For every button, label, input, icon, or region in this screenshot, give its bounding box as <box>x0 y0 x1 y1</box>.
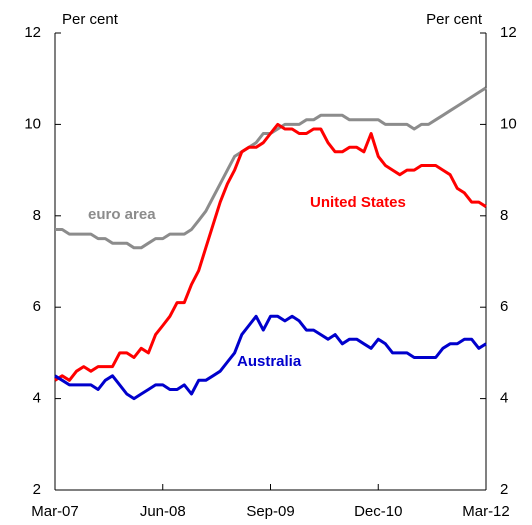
y-axis-label: Per cent <box>62 11 119 28</box>
series-line <box>54 122 487 382</box>
y-tick-label: 8 <box>33 207 41 224</box>
y2-tick-label: 2 <box>500 481 508 498</box>
x-tick-label: Dec-10 <box>354 503 402 520</box>
y-tick-label: 6 <box>33 298 41 315</box>
y2-tick-label: 10 <box>500 115 517 132</box>
y2-tick-label: 4 <box>500 390 508 407</box>
series-line <box>55 86 487 250</box>
y2-tick-label: 12 <box>500 24 517 41</box>
series-label: United States <box>310 194 406 211</box>
y2-tick-label: 8 <box>500 207 508 224</box>
y-tick-label: 4 <box>33 390 41 407</box>
x-tick-label: Mar-12 <box>462 503 510 520</box>
y2-tick-label: 6 <box>500 298 508 315</box>
series-label: euro area <box>88 206 156 223</box>
y-tick-label: 12 <box>24 24 41 41</box>
y2-axis-label: Per cent <box>426 11 483 28</box>
y-tick-label: 2 <box>33 481 41 498</box>
series-label: Australia <box>237 353 302 370</box>
series-line <box>54 314 487 401</box>
x-tick-label: Mar-07 <box>31 503 79 520</box>
y-tick-label: 10 <box>24 115 41 132</box>
x-tick-label: Jun-08 <box>140 503 186 520</box>
x-tick-label: Sep-09 <box>246 503 294 520</box>
